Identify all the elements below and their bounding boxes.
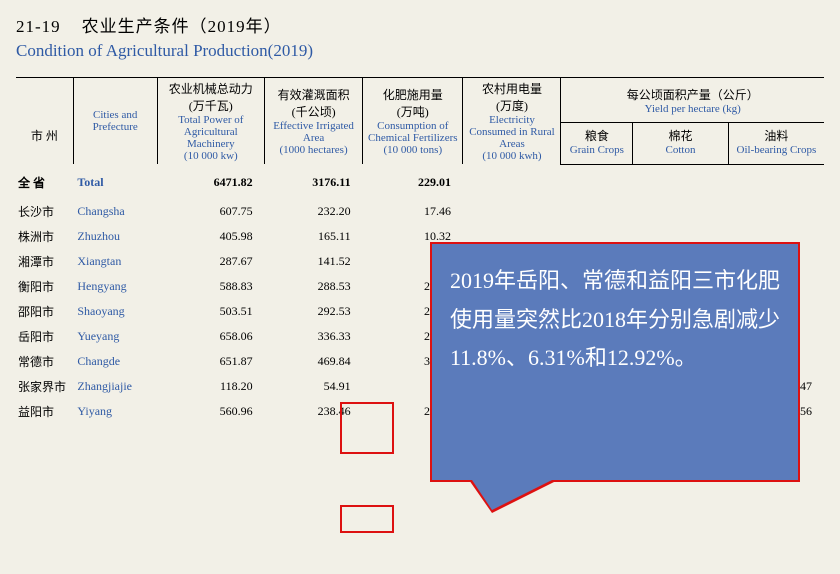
cell-city-en: Total — [73, 164, 157, 199]
table-container: 市 州 Cities and Prefecture 农业机械总动力 (万千瓦) … — [16, 77, 824, 424]
cell-value: 17.46 — [363, 199, 463, 224]
title-cn: 21-19 农业生产条件（2019年） — [16, 12, 824, 37]
table-row: 全 省Total6471.823176.11229.01 — [16, 164, 824, 199]
title-en: Condition of Agricultural Production(201… — [16, 41, 824, 61]
cell-value: 405.98 — [157, 224, 265, 249]
col-oil: 油料 Oil-bearing Crops — [728, 123, 824, 164]
cell-city-en: Zhangjiajie — [73, 374, 157, 399]
cell-city-cn: 常德市 — [16, 349, 73, 374]
cell-value: 232.20 — [265, 199, 363, 224]
cell-value: 165.11 — [265, 224, 363, 249]
red-highlight-box — [340, 505, 394, 533]
cell-value: 54.91 — [265, 374, 363, 399]
cell-city-cn: 邵阳市 — [16, 299, 73, 324]
cell-value — [728, 164, 824, 199]
cell-city-cn: 全 省 — [16, 164, 73, 199]
title-number: 21-19 — [16, 17, 61, 36]
cell-value — [728, 199, 824, 224]
col-irrigated: 有效灌溉面积 (千公顷) Effective Irrigated Area (1… — [265, 78, 363, 165]
cell-city-cn: 湘潭市 — [16, 249, 73, 274]
cell-city-en: Yueyang — [73, 324, 157, 349]
cell-city-en: Shaoyang — [73, 299, 157, 324]
col-group-yield: 每公顷面积产量（公斤） Yield per hectare (kg) — [561, 78, 824, 123]
cell-city-en: Xiangtan — [73, 249, 157, 274]
cell-city-en: Changsha — [73, 199, 157, 224]
cell-value: 287.67 — [157, 249, 265, 274]
col-city-en: Cities and Prefecture — [73, 78, 157, 165]
cell-value — [561, 199, 633, 224]
cell-city-cn: 益阳市 — [16, 399, 73, 424]
col-fertilizer: 化肥施用量 (万吨) Consumption of Chemical Ferti… — [363, 78, 463, 165]
cell-city-cn: 衡阳市 — [16, 274, 73, 299]
cell-value: 560.96 — [157, 399, 265, 424]
col-city-cn: 市 州 — [16, 78, 73, 165]
callout-text: 2019年岳阳、常德和益阳三市化肥使用量突然比2018年分别急剧减少11.8%、… — [450, 268, 780, 370]
cell-city-cn: 岳阳市 — [16, 324, 73, 349]
cell-value — [463, 164, 561, 199]
cell-value: 288.53 — [265, 274, 363, 299]
col-power: 农业机械总动力 (万千瓦) Total Power of Agricultura… — [157, 78, 265, 165]
title-cn-text: 农业生产条件（2019年） — [82, 17, 282, 36]
cell-value — [561, 164, 633, 199]
cell-city-cn: 张家界市 — [16, 374, 73, 399]
cell-value: 141.52 — [265, 249, 363, 274]
cell-value: 229.01 — [363, 164, 463, 199]
cell-value: 292.53 — [265, 299, 363, 324]
cell-city-en: Zhuzhou — [73, 224, 157, 249]
table-row: 长沙市Changsha607.75232.2017.46 — [16, 199, 824, 224]
cell-city-cn: 长沙市 — [16, 199, 73, 224]
cell-city-en: Changde — [73, 349, 157, 374]
cell-value: 336.33 — [265, 324, 363, 349]
cell-value — [463, 199, 561, 224]
cell-city-en: Hengyang — [73, 274, 157, 299]
cell-value: 607.75 — [157, 199, 265, 224]
col-cotton: 棉花 Cotton — [633, 123, 729, 164]
cell-value: 6471.82 — [157, 164, 265, 199]
callout-tail — [472, 480, 552, 510]
cell-city-cn: 株洲市 — [16, 224, 73, 249]
cell-value: 118.20 — [157, 374, 265, 399]
col-grain: 粮食 Grain Crops — [561, 123, 633, 164]
cell-value: 3176.11 — [265, 164, 363, 199]
cell-value: 651.87 — [157, 349, 265, 374]
cell-value: 658.06 — [157, 324, 265, 349]
red-highlight-box — [340, 402, 394, 454]
col-electricity: 农村用电量 (万度) Electricity Consumed in Rural… — [463, 78, 561, 165]
cell-value: 588.83 — [157, 274, 265, 299]
cell-value — [633, 199, 729, 224]
cell-value: 469.84 — [265, 349, 363, 374]
cell-value — [633, 164, 729, 199]
cell-city-en: Yiyang — [73, 399, 157, 424]
annotation-callout: 2019年岳阳、常德和益阳三市化肥使用量突然比2018年分别急剧减少11.8%、… — [430, 242, 800, 482]
cell-value: 503.51 — [157, 299, 265, 324]
